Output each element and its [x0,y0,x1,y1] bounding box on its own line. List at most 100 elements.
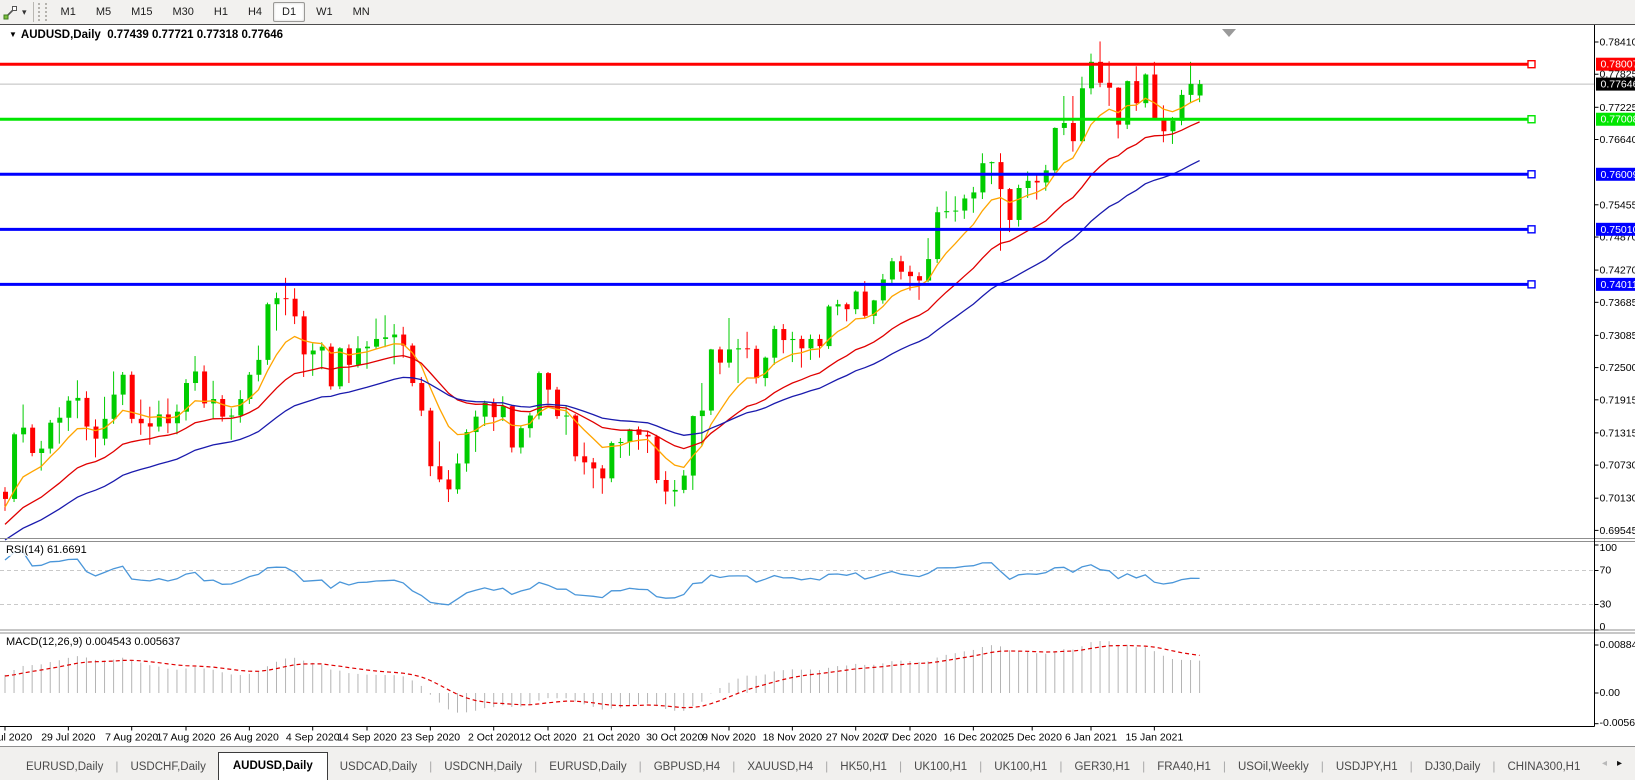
chart-dropdown-icon[interactable]: ▼ [9,30,17,39]
svg-text:0.76009: 0.76009 [1601,169,1635,181]
svg-text:0.00: 0.00 [1600,687,1621,699]
svg-text:0.69545: 0.69545 [1600,525,1635,537]
svg-text:0.70730: 0.70730 [1600,460,1635,472]
tab-hk50-h1[interactable]: HK50,H1 [828,753,899,780]
svg-text:7 Dec 2020: 7 Dec 2020 [883,732,937,744]
toolbar-grip[interactable] [38,3,47,21]
svg-text:29 Jul 2020: 29 Jul 2020 [41,732,95,744]
timeframe-button-h1[interactable]: H1 [205,2,237,22]
horizontal-line-77008[interactable] [0,116,1535,123]
svg-text:100: 100 [1600,542,1618,554]
macd-axis-labels: 0.00884 0.00 -0.00565 [1595,639,1635,729]
svg-text:0.74270: 0.74270 [1600,265,1635,277]
line-handle[interactable] [1528,226,1535,233]
line-handle[interactable] [1528,171,1535,178]
svg-text:15 Jan 2021: 15 Jan 2021 [1125,732,1183,744]
tab-scroll-right-button[interactable]: ▸ [1612,758,1627,769]
tab-usdcad-daily[interactable]: USDCAD,Daily [328,753,429,780]
tool-dropdown-caret[interactable]: ▾ [21,7,31,18]
price-label-box: 0.77008 [1596,113,1635,126]
horizontal-line-78007[interactable] [0,61,1535,68]
horizontal-line-74011[interactable] [0,281,1535,288]
price-label-box: 0.78007 [1596,58,1635,71]
rsi-indicator-label: RSI(14) 61.6691 [6,544,87,556]
cursor-tool-icon[interactable] [1,3,21,21]
macd-histogram [5,641,1200,713]
timeframe-button-m15[interactable]: M15 [122,2,161,22]
svg-text:0.70130: 0.70130 [1600,493,1635,505]
tab-scroll-left-button[interactable]: ◂ [1597,758,1612,769]
svg-text:4 Sep 2020: 4 Sep 2020 [286,732,340,744]
tab-uk100-h1[interactable]: UK100,H1 [982,753,1059,780]
timeframe-button-m5[interactable]: M5 [87,2,120,22]
svg-text:0.73685: 0.73685 [1600,297,1635,309]
svg-text:0.78007: 0.78007 [1601,59,1635,71]
svg-text:30: 30 [1600,599,1612,611]
price-chart-canvas[interactable]: 0.784100.778250.772250.766400.754550.748… [0,0,1635,746]
timeframe-button-d1[interactable]: D1 [273,2,305,22]
tab-gbpusd-h4[interactable]: GBPUSD,H4 [642,753,732,780]
horizontal-line-75010[interactable] [0,226,1535,233]
timeframe-button-w1[interactable]: W1 [307,2,342,22]
tab-uk100-h1[interactable]: UK100,H1 [902,753,979,780]
chart-title: ▼ AUDUSD,Daily 0.77439 0.77721 0.77318 0.… [6,29,286,41]
svg-text:23 Sep 2020: 23 Sep 2020 [401,732,461,744]
svg-text:7 Aug 2020: 7 Aug 2020 [105,732,158,744]
cursor-tool-glyph [3,4,19,20]
line-handle[interactable] [1528,116,1535,123]
tab-usdchf-daily[interactable]: USDCHF,Daily [118,753,217,780]
toolbar-separator [33,2,34,22]
svg-text:0.77646: 0.77646 [1601,79,1635,91]
svg-text:0.71315: 0.71315 [1600,427,1635,439]
svg-text:18 Nov 2020: 18 Nov 2020 [763,732,823,744]
svg-text:25 Dec 2020: 25 Dec 2020 [1002,732,1062,744]
svg-text:0.74011: 0.74011 [1601,279,1635,291]
timeframe-button-m30[interactable]: M30 [164,2,203,22]
chart-symbol-label: AUDUSD,Daily [21,29,101,41]
timeframe-button-m1[interactable]: M1 [52,2,85,22]
tab-scroll-arrows: ◂ ▸ [1591,747,1635,779]
svg-text:-0.00565: -0.00565 [1600,717,1635,729]
svg-text:0.72500: 0.72500 [1600,362,1635,374]
svg-text:9 Nov 2020: 9 Nov 2020 [702,732,756,744]
tab-usdjpy-h1[interactable]: USDJPY,H1 [1324,753,1410,780]
timeframe-button-mn[interactable]: MN [344,2,379,22]
svg-text:17 Aug 2020: 17 Aug 2020 [157,732,216,744]
line-handle[interactable] [1528,281,1535,288]
timeframe-button-h4[interactable]: H4 [239,2,271,22]
svg-text:0.00884: 0.00884 [1600,639,1635,651]
price-label-box: 0.75010 [1596,223,1635,236]
chart-ohlc-values: 0.77439 0.77721 0.77318 0.77646 [107,29,283,41]
horizontal-line-76009[interactable] [0,171,1535,178]
svg-text:20 Jul 2020: 20 Jul 2020 [0,732,32,744]
svg-text:30 Oct 2020: 30 Oct 2020 [646,732,703,744]
tab-fra40-h1[interactable]: FRA40,H1 [1145,753,1223,780]
svg-text:0.71915: 0.71915 [1600,394,1635,406]
tab-ger30-h1[interactable]: GER30,H1 [1062,753,1142,780]
tab-audusd-daily[interactable]: AUDUSD,Daily [218,752,328,780]
svg-text:0.73085: 0.73085 [1600,330,1635,342]
tab-china300-h1[interactable]: CHINA300,H1 [1496,753,1593,780]
price-label-box: 0.74011 [1596,278,1635,291]
tab-usoil-weekly[interactable]: USOil,Weekly [1226,753,1321,780]
svg-text:12 Oct 2020: 12 Oct 2020 [519,732,576,744]
svg-text:14 Sep 2020: 14 Sep 2020 [337,732,397,744]
scroll-to-end-marker[interactable] [1222,29,1236,37]
svg-text:21 Oct 2020: 21 Oct 2020 [583,732,640,744]
price-label-box: 0.77646 [1596,78,1635,91]
tab-usdcnh-daily[interactable]: USDCNH,Daily [432,753,534,780]
ma-mid-line [5,122,1200,525]
tab-xauusd-h4[interactable]: XAUUSD,H4 [735,753,825,780]
tab-dj30-daily[interactable]: DJ30,Daily [1413,753,1493,780]
tab-eurusd-daily[interactable]: EURUSD,Daily [14,753,115,780]
tab-eurusd-daily[interactable]: EURUSD,Daily [537,753,638,780]
svg-text:0.75010: 0.75010 [1601,224,1635,236]
line-handle[interactable] [1528,61,1535,68]
ma-fast-line [5,98,1200,507]
rsi-panel [0,552,1595,605]
svg-text:70: 70 [1600,565,1612,577]
